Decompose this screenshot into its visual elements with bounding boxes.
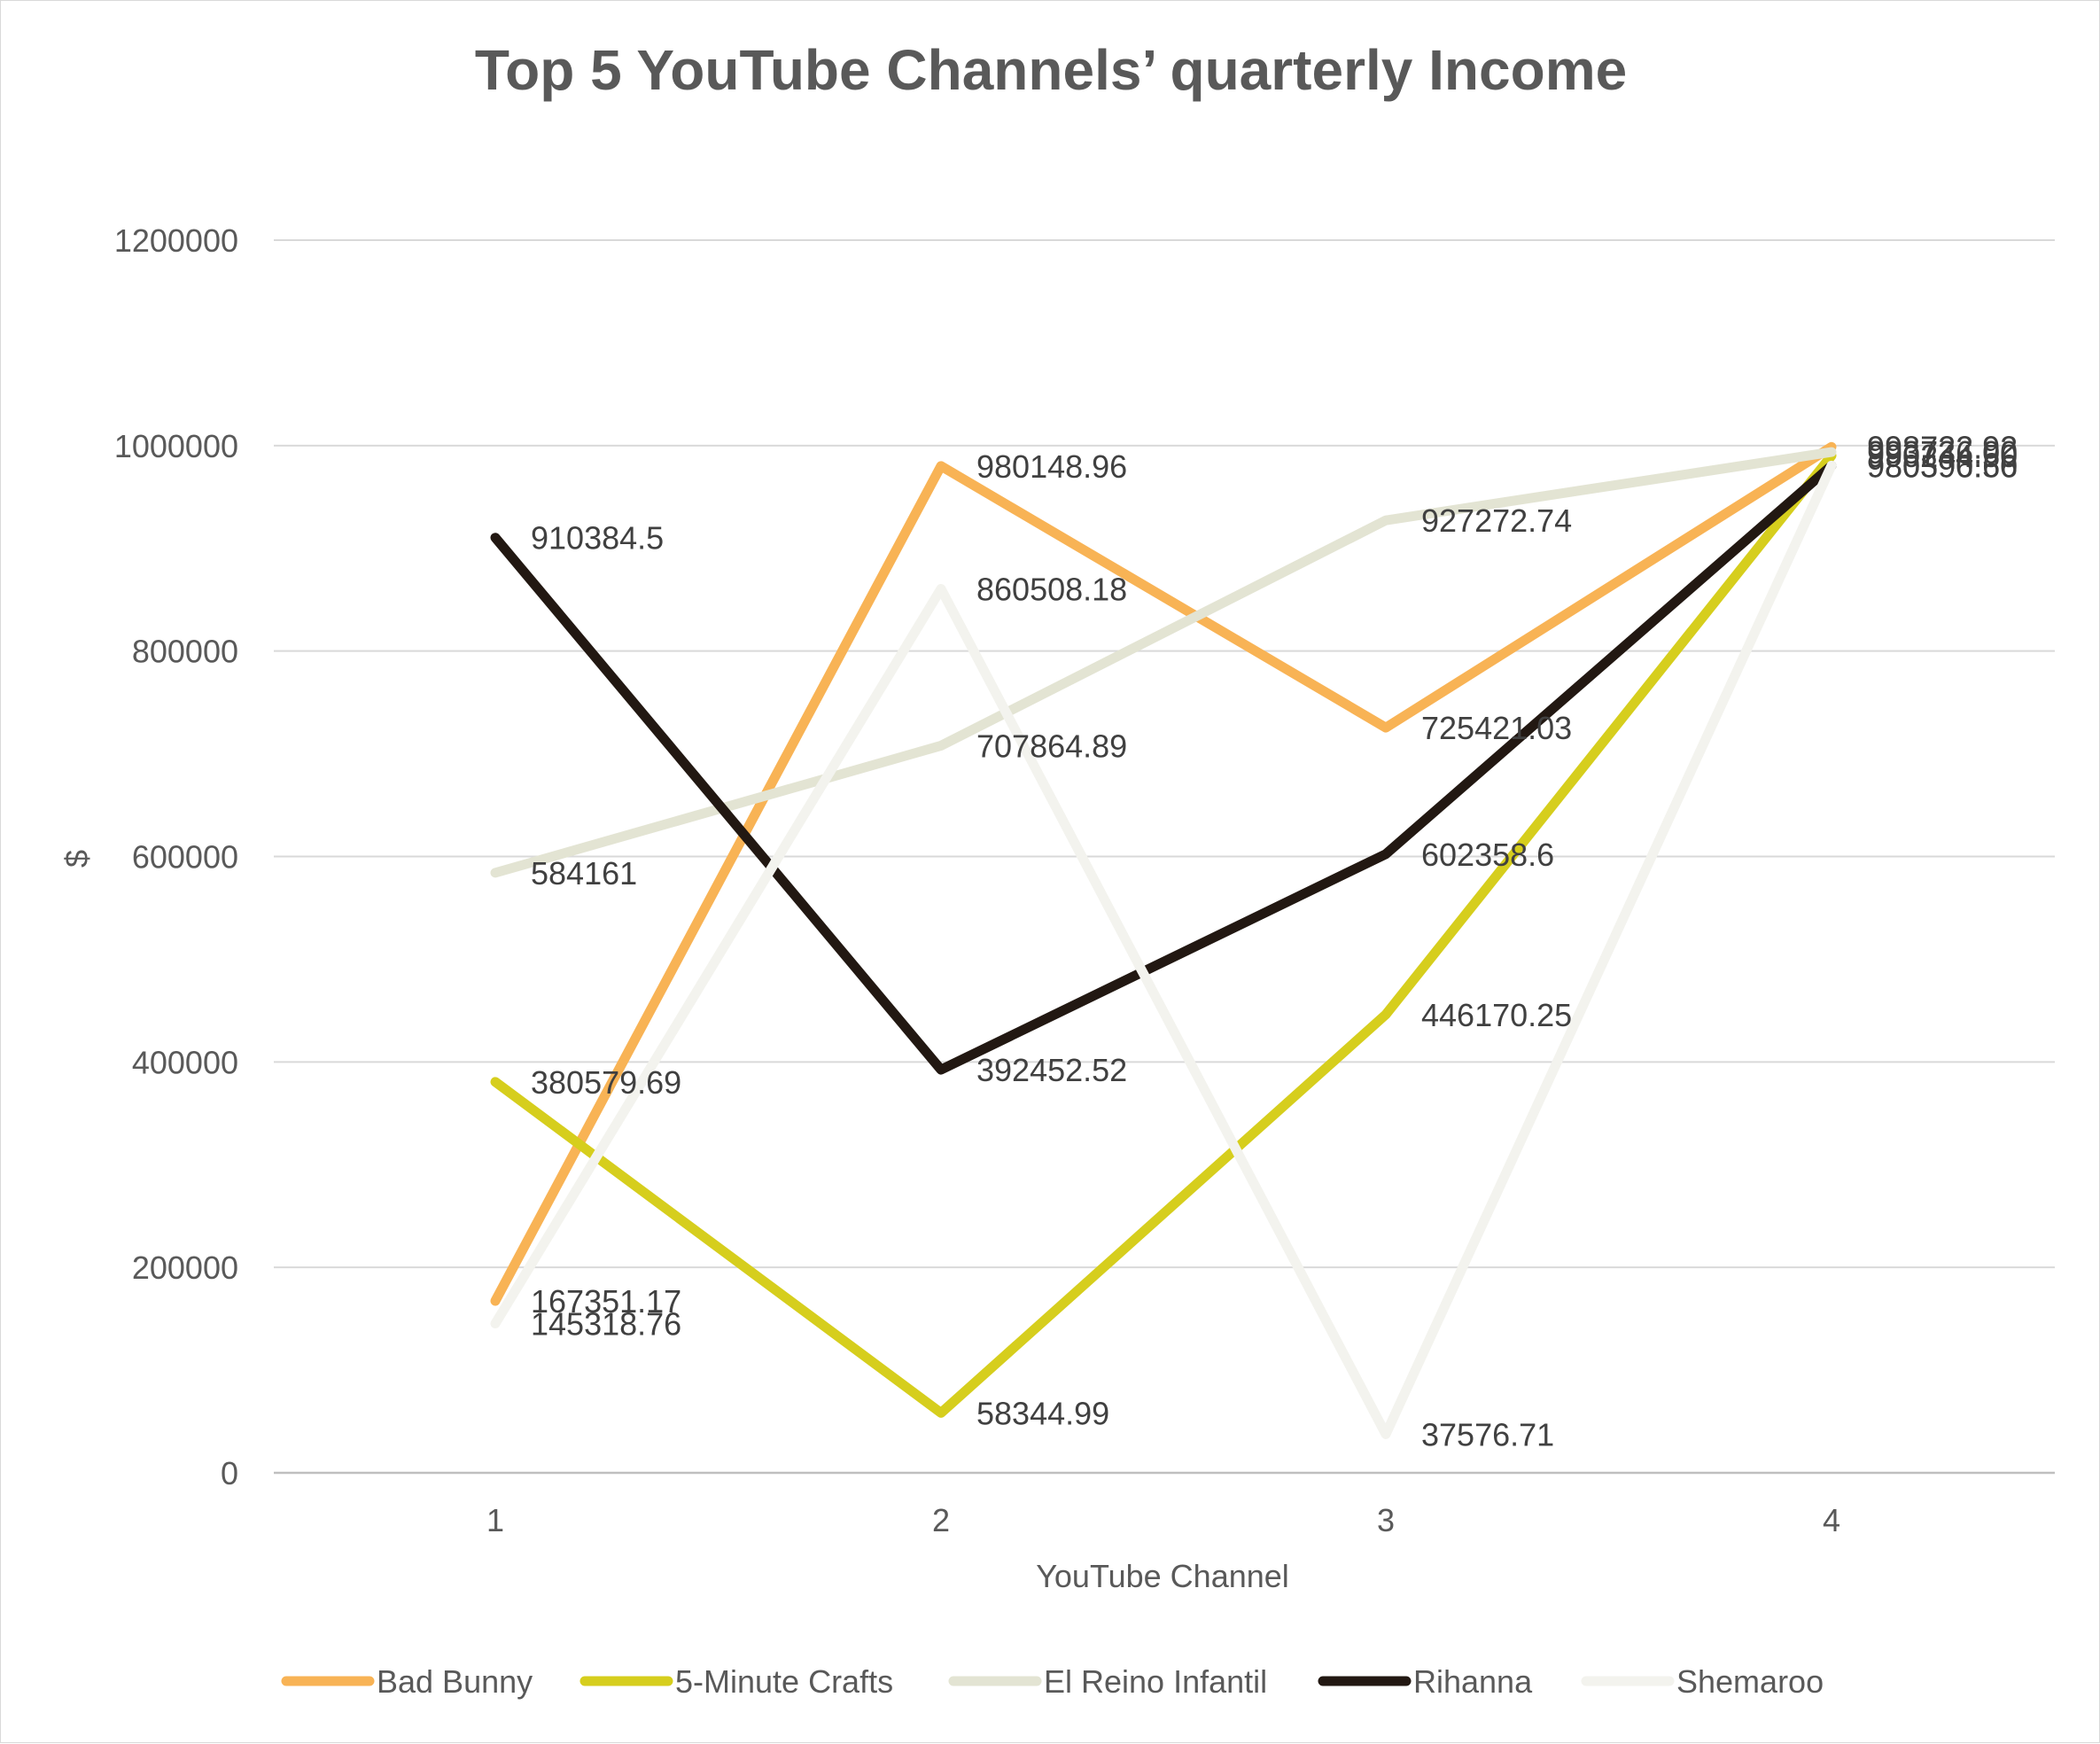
legend-label: Rihanna [1413, 1663, 1533, 1700]
legend: Bad Bunny 5-Minute Crafts El Reino Infanti… [281, 1663, 1824, 1700]
data-label: 602358.6 [1421, 837, 1554, 873]
x-tick-label: 2 [932, 1502, 950, 1538]
x-tick-label: 4 [1823, 1502, 1840, 1538]
x-tick-label: 1 [486, 1502, 504, 1538]
y-tick-label: 1200000 [114, 222, 238, 259]
data-label: 392452.52 [976, 1052, 1127, 1088]
data-label: 910384.5 [531, 520, 664, 557]
data-label: 167351.17 [531, 1283, 681, 1320]
x-axis-ticks: 1 2 3 4 [486, 1502, 1840, 1538]
y-tick-label: 600000 [132, 839, 238, 876]
data-label: 998722.92 [1867, 429, 2018, 465]
data-label: 860508.18 [976, 572, 1127, 608]
series-line-rihanna [490, 461, 1837, 1075]
gridlines [274, 239, 2055, 1475]
y-axis-ticks: 0 200000 400000 600000 800000 1000000 1200000 [114, 222, 238, 1491]
data-label: 980148.96 [976, 448, 1127, 485]
legend-label: El Reino Infantil [1044, 1663, 1267, 1700]
series-lines [490, 441, 1837, 1439]
data-label: 980396.56 [1867, 448, 2018, 485]
data-label: 707864.89 [976, 728, 1127, 764]
x-axis-title: YouTube Channel [1036, 1558, 1289, 1594]
legend-label: Bad Bunny [377, 1663, 533, 1700]
data-labels: 167351.17 980148.96 725421.03 998722.92 3805… [531, 429, 2018, 1452]
series-line-bad-bunny [490, 441, 1837, 1306]
y-tick-label: 200000 [132, 1250, 238, 1286]
y-tick-label: 0 [221, 1455, 238, 1491]
series-line-el-reino-infantil [490, 447, 1837, 878]
legend-label: 5-Minute Crafts [675, 1663, 893, 1700]
data-label: 725421.03 [1421, 710, 1572, 746]
data-label: 380579.69 [531, 1064, 681, 1101]
chart-title: Top 5 YouTube Channels’ quarterly Income [475, 38, 1627, 102]
data-label: 145318.76 [531, 1306, 681, 1343]
y-axis-title: $ [58, 850, 95, 868]
data-label: 37576.71 [1421, 1416, 1554, 1452]
series-line-shemaroo [490, 460, 1837, 1439]
y-tick-label: 1000000 [114, 428, 238, 464]
data-label: 993736.00 [1867, 434, 2018, 471]
y-tick-label: 400000 [132, 1044, 238, 1080]
legend-label: Shemaroo [1676, 1663, 1824, 1700]
series-line-5-minute-crafts [490, 450, 1837, 1418]
data-label: 980590.60 [1867, 448, 2018, 484]
data-label: 584161 [531, 855, 637, 891]
x-tick-label: 3 [1377, 1502, 1395, 1538]
data-label: 990244.50 [1867, 438, 2018, 474]
data-label: 446170.25 [1421, 997, 1572, 1033]
data-label: 927272.74 [1421, 502, 1572, 539]
data-label: 58344.99 [976, 1395, 1109, 1431]
y-tick-label: 800000 [132, 634, 238, 670]
